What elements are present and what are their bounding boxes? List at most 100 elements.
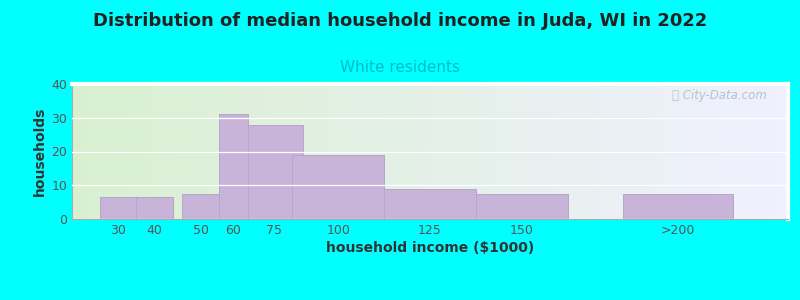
- Bar: [337, 84, 340, 219]
- Bar: [506, 84, 509, 219]
- Bar: [334, 84, 338, 219]
- Bar: [616, 84, 619, 219]
- Bar: [545, 84, 547, 219]
- Bar: [633, 84, 636, 219]
- Bar: [201, 84, 204, 219]
- Text: White residents: White residents: [340, 60, 460, 75]
- Bar: [735, 84, 738, 219]
- Bar: [384, 189, 476, 219]
- Bar: [280, 84, 282, 219]
- Bar: [518, 84, 521, 219]
- Bar: [585, 84, 588, 219]
- Bar: [146, 84, 149, 219]
- Bar: [318, 84, 321, 219]
- Bar: [747, 84, 750, 219]
- Bar: [468, 84, 471, 219]
- Bar: [502, 84, 504, 219]
- Bar: [698, 84, 700, 219]
- Bar: [781, 84, 783, 219]
- Bar: [535, 84, 538, 219]
- Bar: [378, 84, 380, 219]
- Bar: [409, 84, 411, 219]
- Bar: [470, 84, 474, 219]
- Bar: [752, 84, 755, 219]
- Bar: [764, 84, 767, 219]
- Bar: [473, 84, 476, 219]
- Bar: [499, 84, 502, 219]
- Bar: [285, 84, 287, 219]
- Bar: [526, 84, 528, 219]
- Bar: [662, 84, 664, 219]
- Bar: [291, 84, 294, 219]
- Bar: [194, 84, 197, 219]
- Bar: [540, 84, 542, 219]
- Bar: [554, 84, 557, 219]
- Bar: [351, 84, 354, 219]
- Bar: [482, 84, 486, 219]
- Bar: [242, 84, 244, 219]
- Bar: [776, 84, 779, 219]
- Bar: [444, 84, 447, 219]
- Bar: [442, 84, 445, 219]
- Bar: [289, 84, 292, 219]
- Bar: [566, 84, 569, 219]
- Bar: [604, 84, 607, 219]
- Bar: [437, 84, 440, 219]
- Bar: [718, 84, 722, 219]
- Bar: [423, 84, 426, 219]
- Bar: [569, 84, 571, 219]
- Bar: [571, 84, 574, 219]
- Bar: [234, 84, 237, 219]
- Bar: [158, 84, 161, 219]
- Bar: [244, 84, 246, 219]
- Bar: [766, 84, 770, 219]
- Bar: [130, 84, 132, 219]
- Bar: [573, 84, 576, 219]
- Bar: [172, 84, 175, 219]
- Bar: [210, 84, 213, 219]
- Bar: [676, 84, 678, 219]
- Bar: [94, 84, 96, 219]
- Bar: [182, 84, 185, 219]
- Bar: [578, 84, 581, 219]
- Bar: [189, 84, 192, 219]
- Bar: [86, 84, 89, 219]
- Bar: [745, 84, 748, 219]
- Bar: [730, 84, 734, 219]
- Bar: [165, 84, 168, 219]
- Bar: [258, 84, 261, 219]
- Bar: [110, 84, 113, 219]
- Bar: [762, 84, 765, 219]
- Bar: [542, 84, 545, 219]
- Bar: [196, 84, 199, 219]
- Bar: [564, 84, 566, 219]
- Bar: [690, 84, 693, 219]
- Bar: [602, 84, 605, 219]
- Bar: [606, 84, 610, 219]
- Bar: [392, 84, 394, 219]
- Bar: [256, 84, 258, 219]
- Bar: [306, 84, 309, 219]
- Bar: [315, 84, 318, 219]
- Bar: [179, 84, 182, 219]
- Bar: [248, 124, 303, 219]
- Bar: [759, 84, 762, 219]
- Bar: [635, 84, 638, 219]
- Bar: [738, 84, 741, 219]
- X-axis label: household income ($1000): household income ($1000): [326, 241, 534, 255]
- Bar: [225, 84, 227, 219]
- Bar: [177, 84, 180, 219]
- Bar: [387, 84, 390, 219]
- Bar: [344, 84, 347, 219]
- Bar: [239, 84, 242, 219]
- Bar: [380, 84, 382, 219]
- Bar: [186, 84, 190, 219]
- Bar: [99, 197, 136, 219]
- Bar: [89, 84, 91, 219]
- Bar: [659, 84, 662, 219]
- Bar: [325, 84, 328, 219]
- Bar: [693, 84, 695, 219]
- Bar: [783, 84, 786, 219]
- Bar: [678, 84, 681, 219]
- Bar: [587, 84, 590, 219]
